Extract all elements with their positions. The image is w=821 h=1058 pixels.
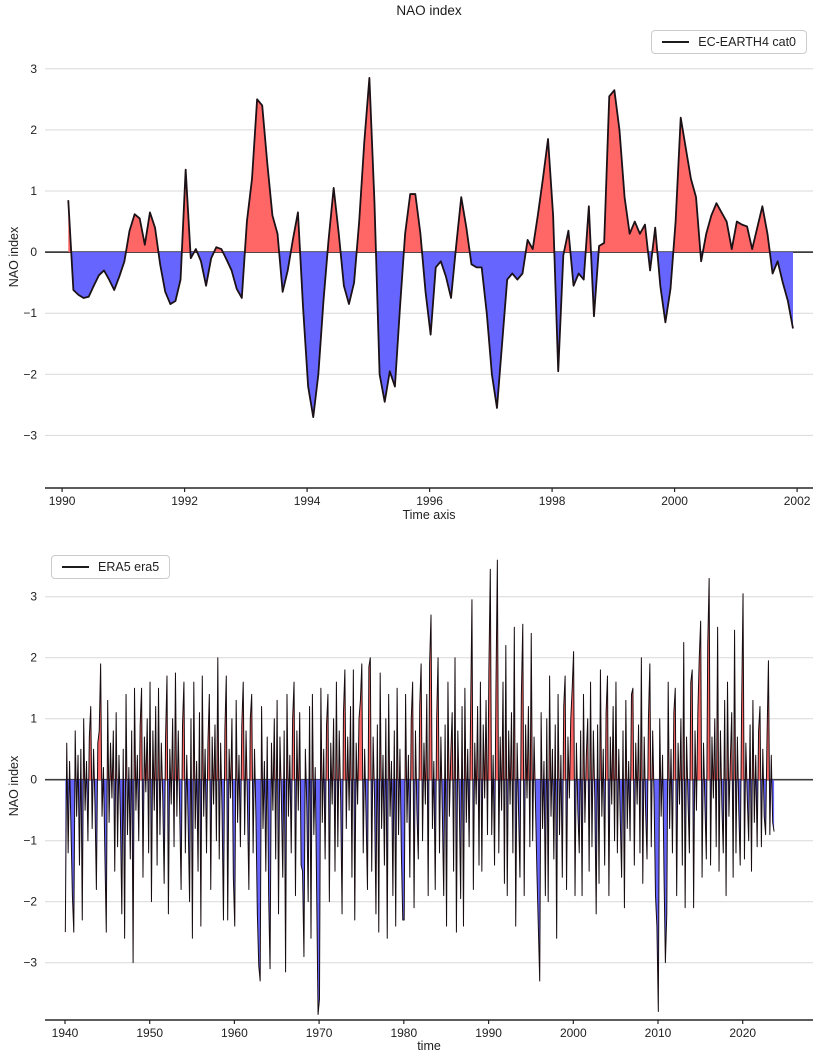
positive-area	[65, 560, 775, 780]
y-tick-label: −1	[23, 306, 37, 320]
series-line	[64, 559, 775, 1016]
positive-area	[68, 77, 793, 253]
y-tick-label: 3	[30, 590, 37, 604]
bottom-x-axis-label: time	[417, 1039, 441, 1053]
x-tick-label: 1990	[49, 494, 76, 508]
y-tick-label: −3	[23, 428, 37, 442]
x-tick-label: 1950	[136, 1026, 163, 1040]
x-tick-label: 1990	[475, 1026, 502, 1040]
bottom-chart-legend: ERA5 era5	[51, 555, 171, 579]
top-x-axis-label: Time axis	[402, 508, 456, 522]
x-tick-label: 1998	[539, 494, 566, 508]
x-tick-label: 1970	[306, 1026, 333, 1040]
top-chart-legend: EC-EARTH4 cat0	[651, 30, 807, 54]
top-chart-title: NAO index	[396, 3, 462, 18]
x-tick-label: 1960	[221, 1026, 248, 1040]
x-tick-label: 1992	[171, 494, 198, 508]
x-tick-label: 2000	[560, 1026, 587, 1040]
top-chart-plot-area: 1990 1992 1994 1996 1998 2000 2002 3 2 1 0 −1 −2 −3	[23, 26, 813, 508]
y-tick-label: 0	[30, 773, 37, 787]
y-tick-label: 1	[30, 712, 37, 726]
y-tick-label: 3	[30, 62, 37, 76]
x-tick-label: 1996	[416, 494, 443, 508]
x-tick-label: 1980	[390, 1026, 417, 1040]
x-tick-label: 2002	[784, 494, 811, 508]
y-tick-label: 1	[30, 184, 37, 198]
top-chart-svg: 1990 1992 1994 1996 1998 2000 2002 3 2 1 0 −1 −2 −3	[23, 62, 813, 508]
top-legend-label: EC-EARTH4 cat0	[698, 35, 796, 49]
x-tick-label: 2020	[729, 1026, 756, 1040]
bottom-chart-plot-area: 1940 1950 1960 1970 1980 1990 2000 2010 2020 3 2 1 0…	[23, 551, 813, 1040]
bottom-legend-label: ERA5 era5	[98, 560, 160, 574]
y-tick-label: 0	[30, 245, 37, 259]
y-tick-label: 2	[30, 651, 37, 665]
y-tick-label: 2	[30, 123, 37, 137]
y-tick-label: −3	[23, 956, 37, 970]
y-tick-label: −2	[23, 895, 37, 909]
x-tick-label: 1994	[294, 494, 321, 508]
bottom-y-axis-label: NAO index	[7, 755, 21, 817]
x-tick-label: 1940	[52, 1026, 79, 1040]
legend-line-icon	[662, 41, 690, 43]
y-tick-label: −2	[23, 367, 37, 381]
x-tick-label: 2010	[645, 1026, 672, 1040]
y-tick-label: −1	[23, 834, 37, 848]
legend-line-icon	[62, 566, 89, 568]
series-line	[67, 77, 794, 419]
bottom-chart-svg: 1940 1950 1960 1970 1980 1990 2000 2010 2020 3 2 1 0…	[23, 559, 813, 1040]
top-y-axis-label: NAO index	[7, 226, 21, 288]
x-tick-label: 2000	[661, 494, 688, 508]
